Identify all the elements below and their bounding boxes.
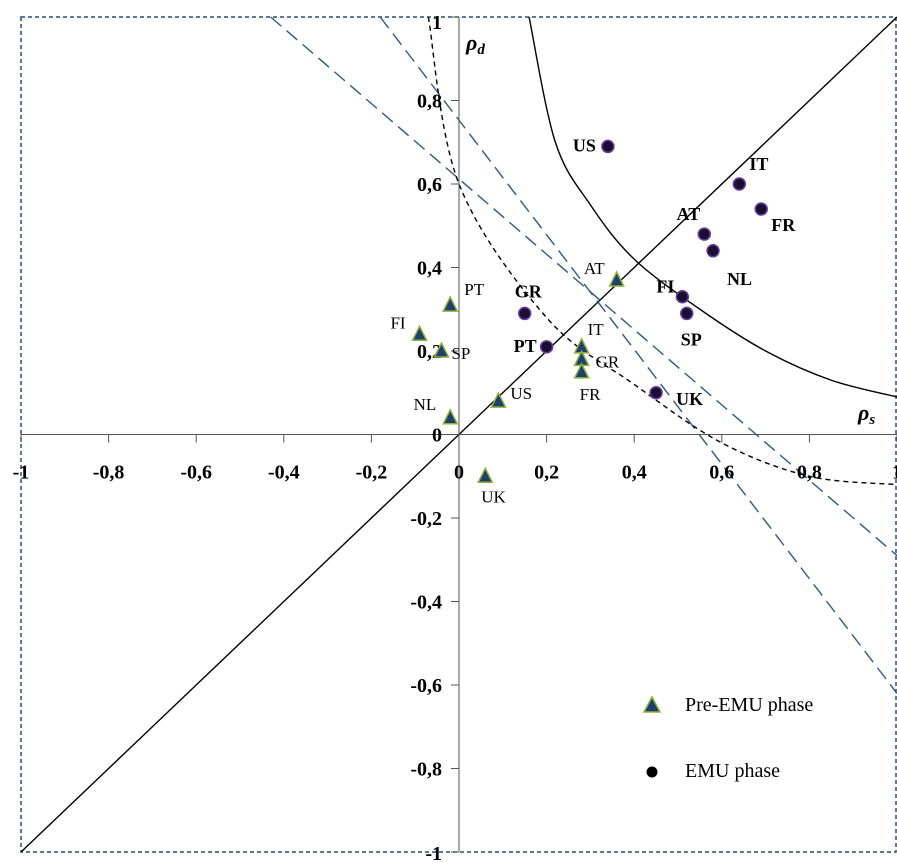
x-tick-label: 0 (454, 462, 464, 484)
y-tick-labels: 10,80,60,40,20-0,2-0,4-0,6-0,8-1 (410, 12, 442, 863)
emu-point-label: US (573, 135, 596, 155)
pre-emu-point-label: GR (596, 352, 620, 371)
x-tick-label: 0,2 (534, 462, 559, 484)
pre-emu-point-label: US (510, 384, 532, 403)
emu-point-label: UK (676, 389, 703, 409)
legend-triangle-icon (642, 695, 662, 713)
pre-emu-point (608, 270, 625, 287)
pre-emu-point (442, 295, 459, 312)
x-tick-label: 0,4 (622, 462, 647, 484)
y-axis-label: ρd (465, 30, 485, 58)
pre-emu-point (477, 466, 494, 483)
emu-point-label: IT (749, 154, 768, 174)
x-tick-labels: -1 -0,8 -0,6 -0,4 -0,2 0 0,2 0,4 0,6 0,8 1 (13, 462, 897, 484)
x-tick-label: 1 (892, 462, 897, 484)
emu-point-label: SP (681, 329, 702, 349)
pre-emu-point-label: SP (451, 344, 470, 363)
y-tick-label: -1 (425, 843, 442, 863)
pre-emu-point-label: AT (584, 259, 605, 278)
y-tick-label: 0,4 (417, 258, 442, 280)
y-tick-label: -0,2 (410, 508, 442, 530)
pre-emu-point-label: FR (580, 385, 601, 404)
pre-emu-point-label: IT (588, 320, 605, 339)
emu-point-label: NL (727, 269, 752, 289)
emu-point (697, 227, 712, 241)
y-tick-label: -0,4 (410, 592, 442, 614)
pre-emu-point (433, 341, 450, 358)
dashed-black-curve (427, 16, 897, 486)
y-tick-label: 0,6 (417, 174, 442, 196)
solid-black-curve (528, 16, 897, 398)
emu-point (517, 306, 532, 321)
emu-point-label: FI (656, 277, 674, 297)
y-tick-label: 0,8 (417, 91, 442, 113)
data-points (411, 139, 768, 483)
x-tick-label: 0,6 (709, 462, 734, 484)
x-tick-label: 0,8 (797, 462, 822, 484)
emu-point-label: FR (771, 215, 796, 235)
emu-point (732, 177, 747, 191)
emu-point (601, 139, 615, 154)
point-labels: PT FI SP NL US UK AT IT GR FR US IT FR AT NL FI SP GR PT UK (390, 135, 796, 506)
y-tick-label: 1 (432, 12, 442, 34)
pre-emu-point (411, 324, 428, 342)
emu-point-label: AT (677, 204, 701, 224)
dashed-blue-line-1 (270, 16, 897, 557)
emu-point (680, 306, 694, 321)
legend: Pre-EMU phase EMU phase (642, 694, 813, 782)
pre-emu-point-label: FI (390, 313, 405, 332)
y-tick-label: -0,8 (410, 759, 442, 781)
pre-emu-point (490, 391, 507, 408)
axes (20, 16, 897, 853)
pre-emu-point (573, 362, 590, 379)
x-axis-label: ρs (857, 400, 875, 428)
dashed-blue-line-2 (379, 16, 897, 694)
pre-emu-point-label: NL (414, 395, 437, 414)
emu-point-label: PT (514, 336, 537, 356)
pre-emu-point-label: PT (464, 280, 484, 299)
x-tick-label: -0,6 (180, 462, 212, 484)
pre-emu-point-label: UK (481, 487, 506, 506)
y-tick-label: -0,6 (410, 675, 442, 697)
y-tick-label: 0 (432, 425, 442, 447)
x-tick-label: -1 (13, 462, 30, 484)
x-tick-label: -0,2 (356, 462, 388, 484)
x-tick-label: -0,4 (268, 462, 300, 484)
x-tick-label: -0,8 (93, 462, 125, 484)
emu-point (539, 340, 554, 354)
emu-point (754, 202, 768, 216)
legend-pre-emu-label: Pre-EMU phase (685, 694, 813, 716)
emu-point (675, 289, 690, 304)
emu-point (649, 386, 663, 400)
pre-emu-point (442, 408, 459, 425)
legend-circle-icon (646, 766, 658, 778)
emu-point-label: GR (515, 281, 543, 301)
emu-point (706, 244, 720, 258)
legend-emu-label: EMU phase (685, 760, 780, 782)
